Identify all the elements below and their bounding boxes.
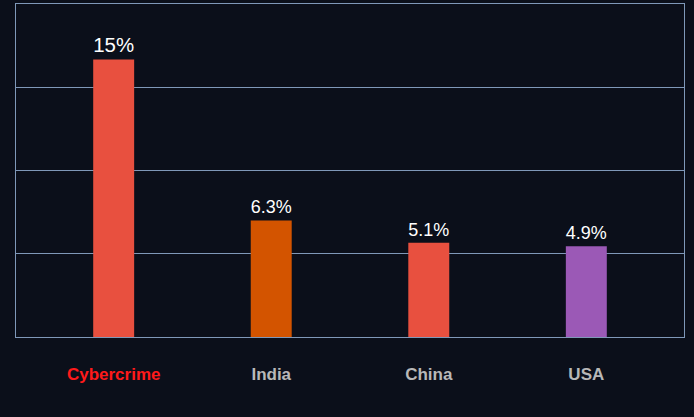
svg-text:USA: USA <box>568 365 604 384</box>
svg-text:India: India <box>251 365 291 384</box>
svg-text:15%: 15% <box>93 33 134 56</box>
svg-text:China: China <box>405 365 453 384</box>
svg-text:5.1%: 5.1% <box>408 220 449 240</box>
svg-text:6.3%: 6.3% <box>251 197 292 217</box>
svg-text:4.9%: 4.9% <box>566 223 607 243</box>
svg-text:Cybercrime: Cybercrime <box>67 365 161 384</box>
